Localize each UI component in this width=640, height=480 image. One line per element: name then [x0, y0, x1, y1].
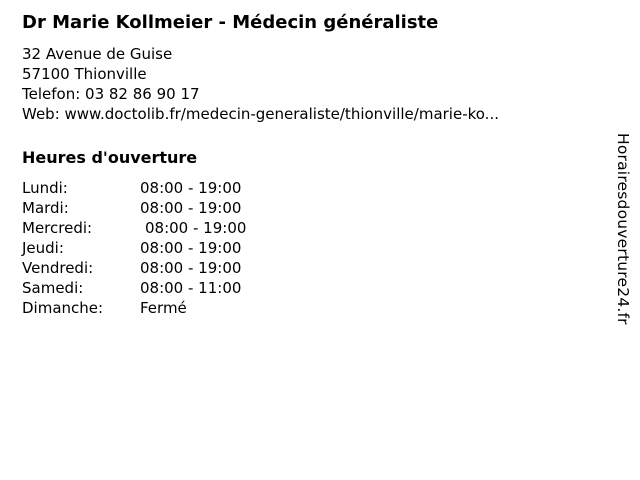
hours-row-thursday: Jeudi: 08:00 - 19:00 [22, 238, 590, 258]
address-city: 57100 Thionville [22, 65, 147, 83]
page-title: Dr Marie Kollmeier - Médecin généraliste [22, 12, 439, 33]
main-content: Dr Marie Kollmeier - Médecin généraliste… [22, 12, 590, 318]
contact-block: 32 Avenue de Guise 57100 Thionville Tele… [22, 44, 590, 124]
day-label: Samedi: [22, 279, 84, 297]
time-value: 08:00 - 19:00 [140, 199, 242, 217]
opening-hours-table: Lundi: 08:00 - 19:00 Mardi: 08:00 - 19:0… [22, 178, 590, 318]
site-watermark: Horairesdouverture24.fr [614, 133, 632, 325]
day-label: Lundi: [22, 179, 68, 197]
opening-hours-heading: Heures d'ouverture [22, 148, 198, 167]
hours-row-wednesday: Mercredi: 08:00 - 19:00 [22, 218, 590, 238]
hours-row-monday: Lundi: 08:00 - 19:00 [22, 178, 590, 198]
time-value: 08:00 - 11:00 [140, 279, 242, 297]
hours-row-sunday: Dimanche: Fermé [22, 298, 590, 318]
address-street: 32 Avenue de Guise [22, 45, 173, 63]
hours-row-tuesday: Mardi: 08:00 - 19:00 [22, 198, 590, 218]
day-label: Jeudi: [22, 239, 64, 257]
time-value: 08:00 - 19:00 [140, 179, 242, 197]
website-link[interactable]: Web: www.doctolib.fr/medecin-generaliste… [22, 105, 499, 123]
day-label: Mardi: [22, 199, 69, 217]
day-label: Mercredi: [22, 219, 93, 237]
day-label: Dimanche: [22, 299, 104, 317]
hours-row-friday: Vendredi: 08:00 - 19:00 [22, 258, 590, 278]
phone-line: Telefon: 03 82 86 90 17 [22, 85, 200, 103]
hours-row-saturday: Samedi: 08:00 - 11:00 [22, 278, 590, 298]
time-value: Fermé [140, 299, 187, 317]
time-value: 08:00 - 19:00 [140, 239, 242, 257]
time-value: 08:00 - 19:00 [145, 219, 247, 237]
day-label: Vendredi: [22, 259, 94, 277]
time-value: 08:00 - 19:00 [140, 259, 242, 277]
